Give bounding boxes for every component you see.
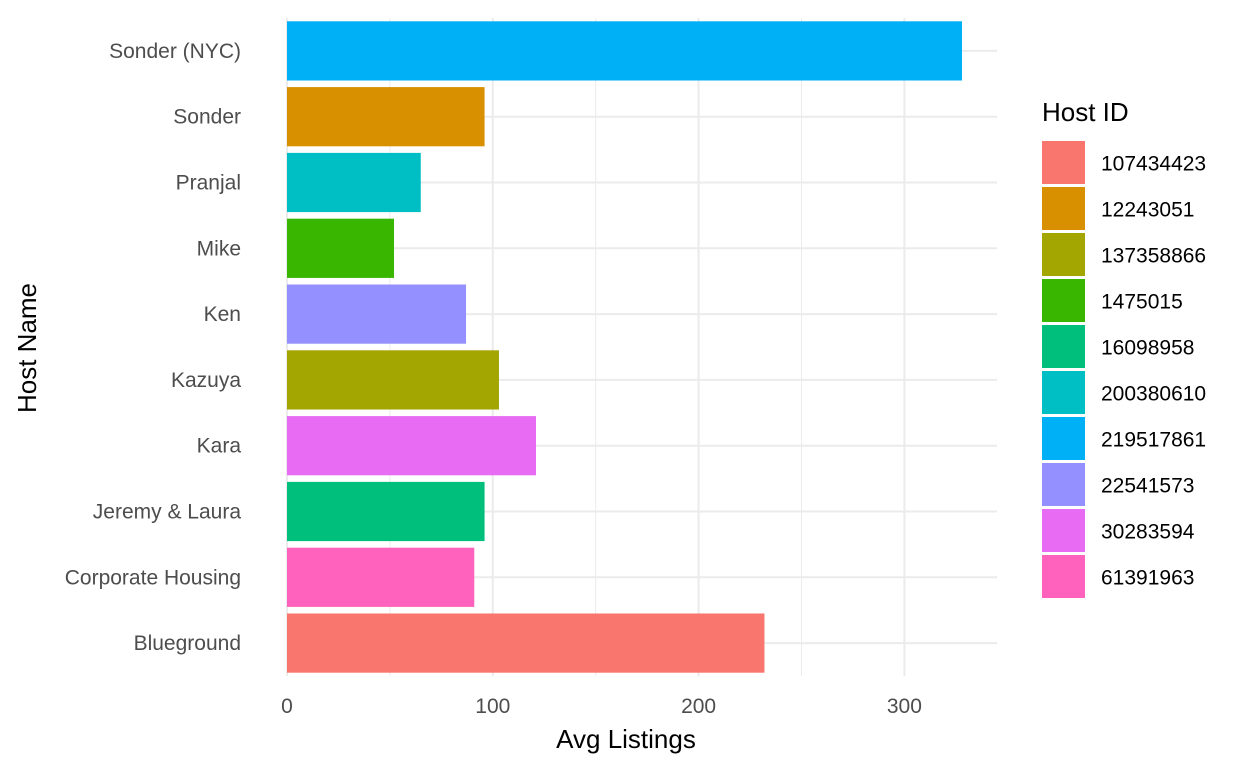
bar-corporate-housing [287, 547, 475, 607]
legend-key [1042, 509, 1085, 552]
legend-label: 22541573 [1101, 475, 1194, 498]
bar-blueground [287, 613, 765, 673]
legend-label: 16098958 [1101, 337, 1194, 360]
legend-label: 61391963 [1101, 567, 1194, 590]
legend-label: 30283594 [1101, 521, 1195, 544]
y-tick-label: Corporate Housing [65, 566, 241, 589]
legend-key [1042, 325, 1085, 368]
legend-key [1042, 141, 1085, 184]
bar-sonder-nyc [287, 21, 963, 81]
legend-label: 137358866 [1101, 245, 1206, 268]
y-axis-title: Host Name [12, 283, 42, 413]
y-tick-label: Sonder [173, 106, 241, 129]
legend-key [1042, 417, 1085, 460]
legend-label: 219517861 [1101, 429, 1206, 452]
bar-ken [287, 284, 467, 344]
x-tick-label: 300 [887, 695, 922, 718]
y-tick-label: Mike [197, 237, 241, 260]
legend-label: 107434423 [1101, 153, 1206, 176]
x-tick-label: 100 [475, 695, 510, 718]
x-tick-label: 200 [681, 695, 716, 718]
legend-key [1042, 371, 1085, 414]
legend-label: 200380610 [1101, 383, 1206, 406]
bar-kara [287, 416, 537, 476]
x-tick-labels: 0 100 200 300 [281, 695, 922, 718]
y-tick-labels: Sonder (NYC) Sonder Pranjal Mike Ken Kazuya Ka… [65, 40, 242, 655]
y-tick-label: Pranjal [176, 172, 241, 195]
x-tick-label: 0 [281, 695, 293, 718]
legend-label: 12243051 [1101, 199, 1194, 222]
bar-layer [287, 21, 963, 673]
bar-sonder [287, 87, 485, 147]
legend-key [1042, 279, 1085, 322]
legend-key [1042, 555, 1085, 598]
legend: Host ID 107434423 12243051 137358866 147501… [1042, 97, 1206, 598]
legend-items: 107434423 12243051 137358866 1475015 1609895… [1042, 141, 1206, 598]
y-tick-label: Kazuya [171, 369, 241, 392]
bar-mike [287, 218, 395, 278]
legend-key [1042, 463, 1085, 506]
bar-jeremy-laura [287, 481, 485, 542]
y-tick-label: Blueground [134, 632, 241, 655]
bar-pranjal [287, 152, 421, 213]
y-tick-label: Ken [204, 303, 241, 326]
y-tick-label: Sonder (NYC) [109, 40, 241, 63]
bar-kazuya [287, 350, 499, 410]
y-tick-label: Jeremy & Laura [93, 501, 242, 524]
legend-key [1042, 233, 1085, 276]
legend-label: 1475015 [1101, 291, 1183, 314]
legend-key [1042, 187, 1085, 230]
x-axis-title: Avg Listings [556, 724, 696, 754]
legend-title: Host ID [1042, 97, 1129, 127]
y-tick-label: Kara [197, 435, 242, 458]
